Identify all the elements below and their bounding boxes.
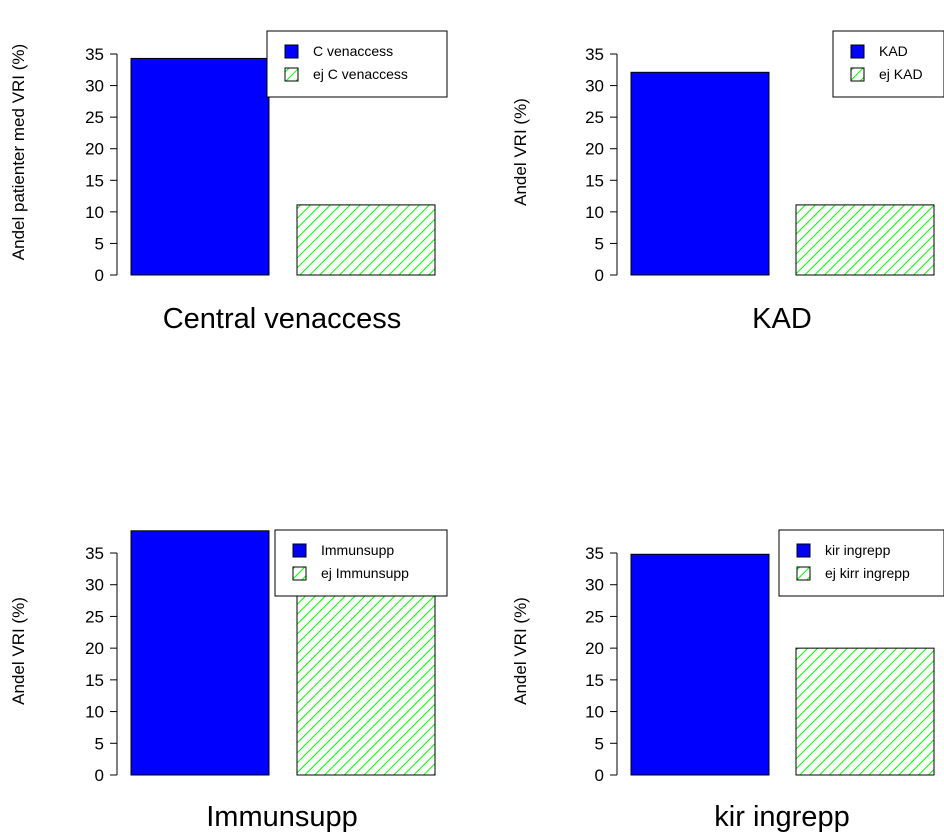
y-tick-label: 5 — [95, 234, 104, 253]
legend-entry: kir ingrepp — [825, 542, 891, 558]
y-tick-label: 25 — [585, 607, 604, 626]
legend-swatch — [796, 566, 811, 581]
y-tick-label: 35 — [585, 45, 604, 64]
y-tick-label: 20 — [85, 140, 104, 159]
y-tick-label: 35 — [85, 45, 104, 64]
y-tick-label: 10 — [585, 703, 604, 722]
bar-solid — [130, 57, 270, 276]
y-tick-label: 5 — [595, 234, 604, 253]
bar-hatched — [795, 204, 935, 276]
legend-box — [778, 529, 944, 597]
y-tick-label: 25 — [85, 108, 104, 127]
y-tick-label: 5 — [95, 734, 104, 753]
legend: C venaccess ej C venaccess — [266, 30, 448, 98]
y-tick-label: 15 — [585, 671, 604, 690]
y-axis-label: Andel VRI (%) — [9, 597, 28, 705]
legend-entry: ej Immunsupp — [321, 565, 409, 581]
chart-title: Immunsupp — [206, 801, 358, 833]
y-tick-label: 10 — [85, 203, 104, 222]
legend-box — [832, 30, 944, 98]
legend-swatch — [850, 67, 865, 82]
y-tick-label: 0 — [95, 266, 104, 285]
legend: Immunsupp ej Immunsupp — [274, 529, 448, 597]
y-tick-label: 30 — [585, 77, 604, 96]
y-tick-label: 0 — [595, 766, 604, 785]
chart-title: kir ingrepp — [714, 801, 849, 833]
legend-entry: KAD — [879, 43, 908, 59]
legend-entry: C venaccess — [313, 43, 393, 59]
y-axis-label: Andel VRI (%) — [511, 597, 530, 705]
y-tick-label: 30 — [85, 77, 104, 96]
legend-swatch — [292, 543, 307, 558]
legend-swatch — [850, 44, 865, 59]
chart-title: Central venaccess — [163, 303, 402, 335]
bar-solid — [130, 530, 270, 776]
chart-panel-2: 0 5 10 15 20 25 30 35 Andel VRI (%) KAD KAD ej KAD — [511, 30, 944, 335]
y-tick-label: 20 — [85, 639, 104, 658]
y-tick-label: 15 — [585, 171, 604, 190]
y-tick-label: 10 — [585, 203, 604, 222]
chart-title: KAD — [752, 303, 812, 335]
legend-box — [266, 30, 448, 98]
legend-swatch — [284, 44, 299, 59]
legend-swatch — [796, 543, 811, 558]
y-tick-label: 30 — [85, 576, 104, 595]
y-tick-label: 30 — [585, 576, 604, 595]
legend-entry: ej C venaccess — [313, 66, 408, 82]
y-tick-label: 20 — [585, 140, 604, 159]
y-tick-label: 25 — [85, 607, 104, 626]
y-tick-label: 15 — [85, 671, 104, 690]
legend-entry: ej KAD — [879, 66, 923, 82]
legend: KAD ej KAD — [832, 30, 944, 98]
chart-panel-1: 0 5 10 15 20 25 30 35 Andel patienter med VRI (%… — [9, 30, 448, 335]
y-tick-label: 20 — [585, 639, 604, 658]
bar-solid — [630, 71, 770, 276]
legend-swatch — [292, 566, 307, 581]
y-axis-label: Andel patienter med VRI (%) — [9, 44, 28, 260]
y-tick-label: 0 — [95, 766, 104, 785]
bar-hatched — [795, 647, 935, 776]
legend-entry: Immunsupp — [321, 542, 394, 558]
y-tick-label: 25 — [585, 108, 604, 127]
legend-box — [274, 529, 448, 597]
legend: kir ingrepp ej kirr ingrepp — [778, 529, 944, 597]
legend-swatch — [284, 67, 299, 82]
y-tick-label: 35 — [585, 544, 604, 563]
bar-solid — [630, 553, 770, 776]
bar-hatched — [296, 204, 436, 276]
y-tick-label: 15 — [85, 171, 104, 190]
y-tick-label: 0 — [595, 266, 604, 285]
legend-entry: ej kirr ingrepp — [825, 565, 910, 581]
y-axis-label: Andel VRI (%) — [511, 98, 530, 206]
y-tick-label: 10 — [85, 703, 104, 722]
bar-hatched — [296, 579, 436, 776]
y-tick-label: 5 — [595, 734, 604, 753]
y-tick-label: 35 — [85, 544, 104, 563]
